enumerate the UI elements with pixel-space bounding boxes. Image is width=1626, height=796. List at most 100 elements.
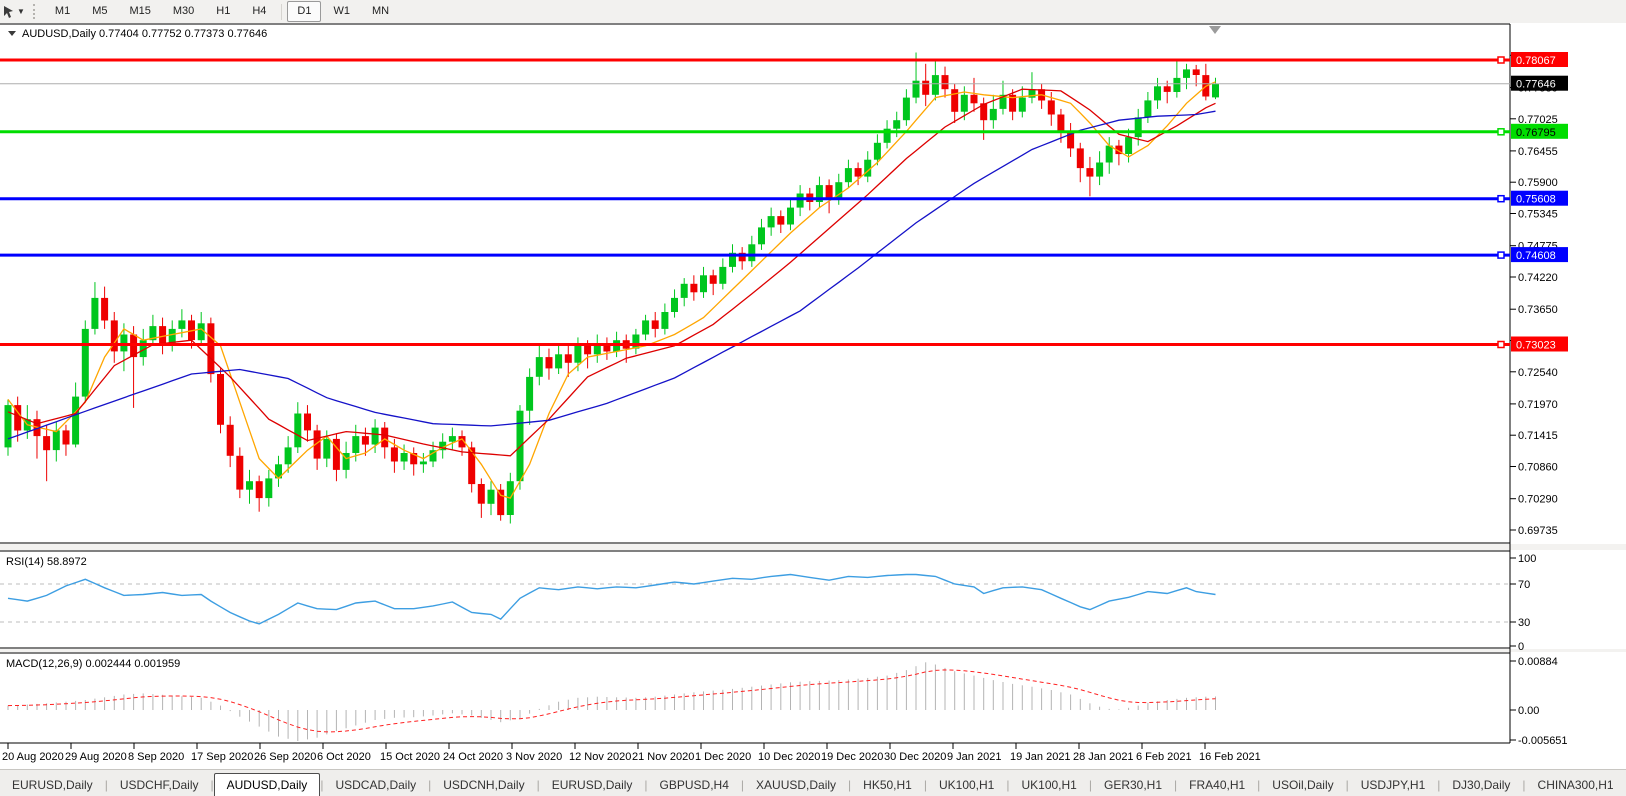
- timeframe-button-m30[interactable]: M30: [163, 1, 204, 22]
- rsi-plot[interactable]: [0, 551, 1510, 648]
- tab-separator: |: [644, 778, 648, 792]
- tab-separator: |: [1174, 778, 1178, 792]
- macd-label: MACD(12,26,9) 0.002444 0.001959: [6, 658, 180, 670]
- symbol-tab-dj30-daily[interactable]: DJ30,Daily: [1452, 778, 1511, 792]
- cursor-tool-button[interactable]: ▼: [0, 0, 29, 23]
- timeframe-button-h4[interactable]: H4: [242, 1, 276, 22]
- symbol-tab-usdcad-daily[interactable]: USDCAD,Daily: [335, 778, 417, 792]
- hline-axis-label-0.73023: 0.73023: [1511, 336, 1568, 352]
- symbol-tab-xauusd-daily[interactable]: XAUUSD,Daily: [756, 778, 837, 792]
- hline-axis-label-0.76795: 0.76795: [1511, 123, 1568, 139]
- crosshair-tool-icon: [4, 5, 13, 18]
- date-tick-label: 28 Jan 2021: [1073, 751, 1134, 763]
- date-tick-label: 15 Oct 2020: [380, 751, 440, 763]
- tab-separator: |: [848, 778, 852, 792]
- one-click-collapse-icon[interactable]: [8, 31, 16, 36]
- panel-splitter[interactable]: [0, 649, 1626, 652]
- price-axis[interactable]: 0.781500.775800.770250.764550.759000.753…: [1510, 50, 1568, 537]
- symbol-tab-ger30-h1[interactable]: GER30,H1: [1103, 778, 1163, 792]
- hline-handle[interactable]: [1497, 128, 1505, 136]
- rsi-label: RSI(14) 58.8972: [6, 556, 87, 568]
- price-tick-label: 0.70290: [1518, 494, 1558, 506]
- price-tick-label: 0.75345: [1518, 209, 1558, 221]
- tab-separator: |: [1257, 778, 1261, 792]
- tab-separator: |: [923, 778, 927, 792]
- hline-0.73023[interactable]: [0, 340, 1510, 349]
- date-tick-label: 1 Dec 2020: [695, 751, 751, 763]
- svg-text:0.76795: 0.76795: [1516, 127, 1556, 139]
- date-tick-label: 29 Aug 2020: [65, 751, 127, 763]
- tab-separator: |: [740, 778, 745, 792]
- symbol-tab-gbpusd-h4[interactable]: GBPUSD,H4: [659, 778, 729, 792]
- tab-separator: |: [1437, 778, 1441, 792]
- hline-axis-label-0.75608: 0.75608: [1511, 190, 1568, 206]
- timeframe-button-w1[interactable]: W1: [323, 1, 360, 22]
- hline-axis-label-0.78067: 0.78067: [1511, 52, 1568, 67]
- hline-0.74608[interactable]: [0, 251, 1510, 259]
- hline-axis-label-0.74608: 0.74608: [1511, 247, 1568, 262]
- hline-handle[interactable]: [1497, 194, 1505, 203]
- date-tick-label: 19 Jan 2021: [1010, 751, 1071, 763]
- tab-separator: |: [536, 778, 540, 792]
- timeframe-button-d1[interactable]: D1: [287, 1, 322, 22]
- rsi-line: [7, 573, 1216, 625]
- timeframe-button-mn[interactable]: MN: [362, 1, 399, 22]
- timeframe-button-m1[interactable]: M1: [45, 1, 80, 22]
- hline-0.78067[interactable]: [0, 56, 1510, 64]
- hline-0.75608[interactable]: [0, 194, 1510, 203]
- macd-plot[interactable]: [0, 653, 1510, 743]
- macd-tick-label: -0.005651: [1518, 735, 1568, 747]
- date-tick-label: 26 Sep 2020: [254, 751, 316, 763]
- chart-shift-marker[interactable]: [1209, 26, 1221, 34]
- symbol-tab-usdcnh-daily[interactable]: USDCNH,Daily: [443, 778, 525, 792]
- rsi-axis[interactable]: 100 70 30 0: [1510, 553, 1536, 653]
- symbol-tab-uk100-h1[interactable]: UK100,H1: [938, 778, 995, 792]
- tab-separator: |: [1345, 778, 1349, 792]
- symbol-tab-eurusd-daily[interactable]: EURUSD,Daily: [12, 778, 93, 792]
- candles: [4, 52, 1219, 524]
- ma-mid-line: [7, 88, 1216, 457]
- date-tick-label: 12 Nov 2020: [569, 751, 631, 763]
- svg-text:0.78067: 0.78067: [1516, 55, 1556, 67]
- rsi-tick-label: 100: [1518, 553, 1536, 565]
- symbol-tab-audusd-daily[interactable]: AUDUSD,Daily: [213, 773, 321, 796]
- symbol-tab-usoil-daily[interactable]: USOil,Daily: [1272, 778, 1334, 792]
- date-tick-label: 16 Feb 2021: [1199, 751, 1261, 763]
- tab-separator: |: [1088, 778, 1092, 792]
- hline-handle[interactable]: [1497, 56, 1505, 64]
- svg-text:0.74608: 0.74608: [1516, 250, 1556, 262]
- price-chart-plot[interactable]: [0, 24, 1510, 543]
- hline-0.76795[interactable]: [0, 128, 1510, 136]
- timeframe-toolbar: ▼ M1 M5 M15 M30 H1 H4 D1 W1 MN: [0, 0, 1626, 24]
- symbol-tab-fra40-h1[interactable]: FRA40,H1: [1189, 778, 1246, 792]
- price-tick-label: 0.71415: [1518, 430, 1558, 442]
- chart-area[interactable]: 0.781500.775800.770250.764550.759000.753…: [0, 23, 1626, 769]
- date-tick-label: 20 Aug 2020: [2, 751, 64, 763]
- rsi-tick-label: 30: [1518, 617, 1530, 629]
- timeframe-button-h1[interactable]: H1: [206, 1, 240, 22]
- price-tick-label: 0.69735: [1518, 525, 1558, 537]
- price-tick-label: 0.77025: [1518, 114, 1558, 126]
- price-tick-label: 0.74220: [1518, 272, 1558, 284]
- panel-splitter[interactable]: [0, 544, 1626, 550]
- symbol-tab-china300-h1[interactable]: CHINA300,H1: [1537, 778, 1614, 792]
- hline-handle[interactable]: [1497, 251, 1505, 259]
- date-tick-label: 9 Jan 2021: [947, 751, 1001, 763]
- time-axis[interactable]: 20 Aug 2020 29 Aug 2020 8 Sep 2020 17 Sep 2…: [2, 743, 1261, 763]
- timeframe-button-m15[interactable]: M15: [119, 1, 160, 22]
- symbol-tab-usdchf-daily[interactable]: USDCHF,Daily: [119, 778, 199, 792]
- symbol-tab-hk50-h1[interactable]: HK50,H1: [863, 778, 912, 792]
- price-tick-label: 0.70860: [1518, 462, 1558, 474]
- symbol-tab-usdjpy-h1[interactable]: USDJPY,H1: [1360, 778, 1426, 792]
- macd-axis[interactable]: 0.00884 0.00 -0.005651: [1510, 656, 1568, 747]
- symbol-tab-uk100-h1[interactable]: UK100,H1: [1021, 778, 1077, 792]
- symbol-tab-eurusd-daily[interactable]: EURUSD,Daily: [551, 778, 633, 792]
- toolbar-grip-handle[interactable]: [32, 4, 38, 19]
- date-tick-label: 30 Dec 2020: [884, 751, 946, 763]
- hline-handle[interactable]: [1497, 340, 1505, 349]
- macd-tick-label: 0.00884: [1518, 656, 1558, 668]
- timeframe-button-m5[interactable]: M5: [82, 1, 117, 22]
- symbol-info[interactable]: AUDUSD,Daily 0.77404 0.77752 0.77373 0.7…: [8, 28, 267, 40]
- tab-separator: |: [210, 778, 214, 792]
- chevron-down-icon: ▼: [17, 7, 25, 16]
